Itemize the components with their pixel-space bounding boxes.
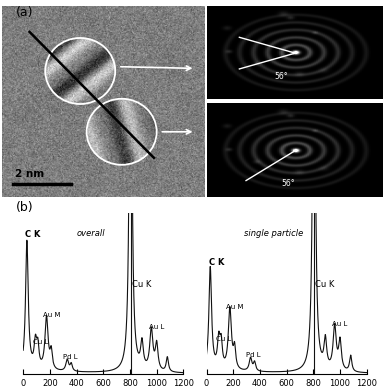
- Text: (b): (b): [15, 201, 33, 214]
- Text: Cu K: Cu K: [132, 280, 151, 289]
- Text: Au L: Au L: [149, 324, 164, 330]
- Text: 56°: 56°: [281, 179, 295, 188]
- Text: single particle: single particle: [244, 229, 303, 238]
- Text: Au L: Au L: [332, 321, 347, 327]
- Text: 56°: 56°: [274, 72, 288, 82]
- Text: C K: C K: [25, 230, 41, 239]
- Text: Au M: Au M: [43, 312, 61, 319]
- Text: overall: overall: [76, 229, 105, 238]
- Text: Au M: Au M: [226, 304, 244, 310]
- Text: C K: C K: [208, 258, 224, 267]
- Text: (a): (a): [15, 6, 33, 19]
- Text: Cu K: Cu K: [315, 280, 335, 289]
- Text: Pd L: Pd L: [246, 352, 261, 358]
- Text: Pd L: Pd L: [63, 354, 78, 360]
- Text: 2 nm: 2 nm: [15, 169, 44, 179]
- Text: Cu L: Cu L: [33, 339, 48, 345]
- Text: Cu L: Cu L: [216, 336, 232, 342]
